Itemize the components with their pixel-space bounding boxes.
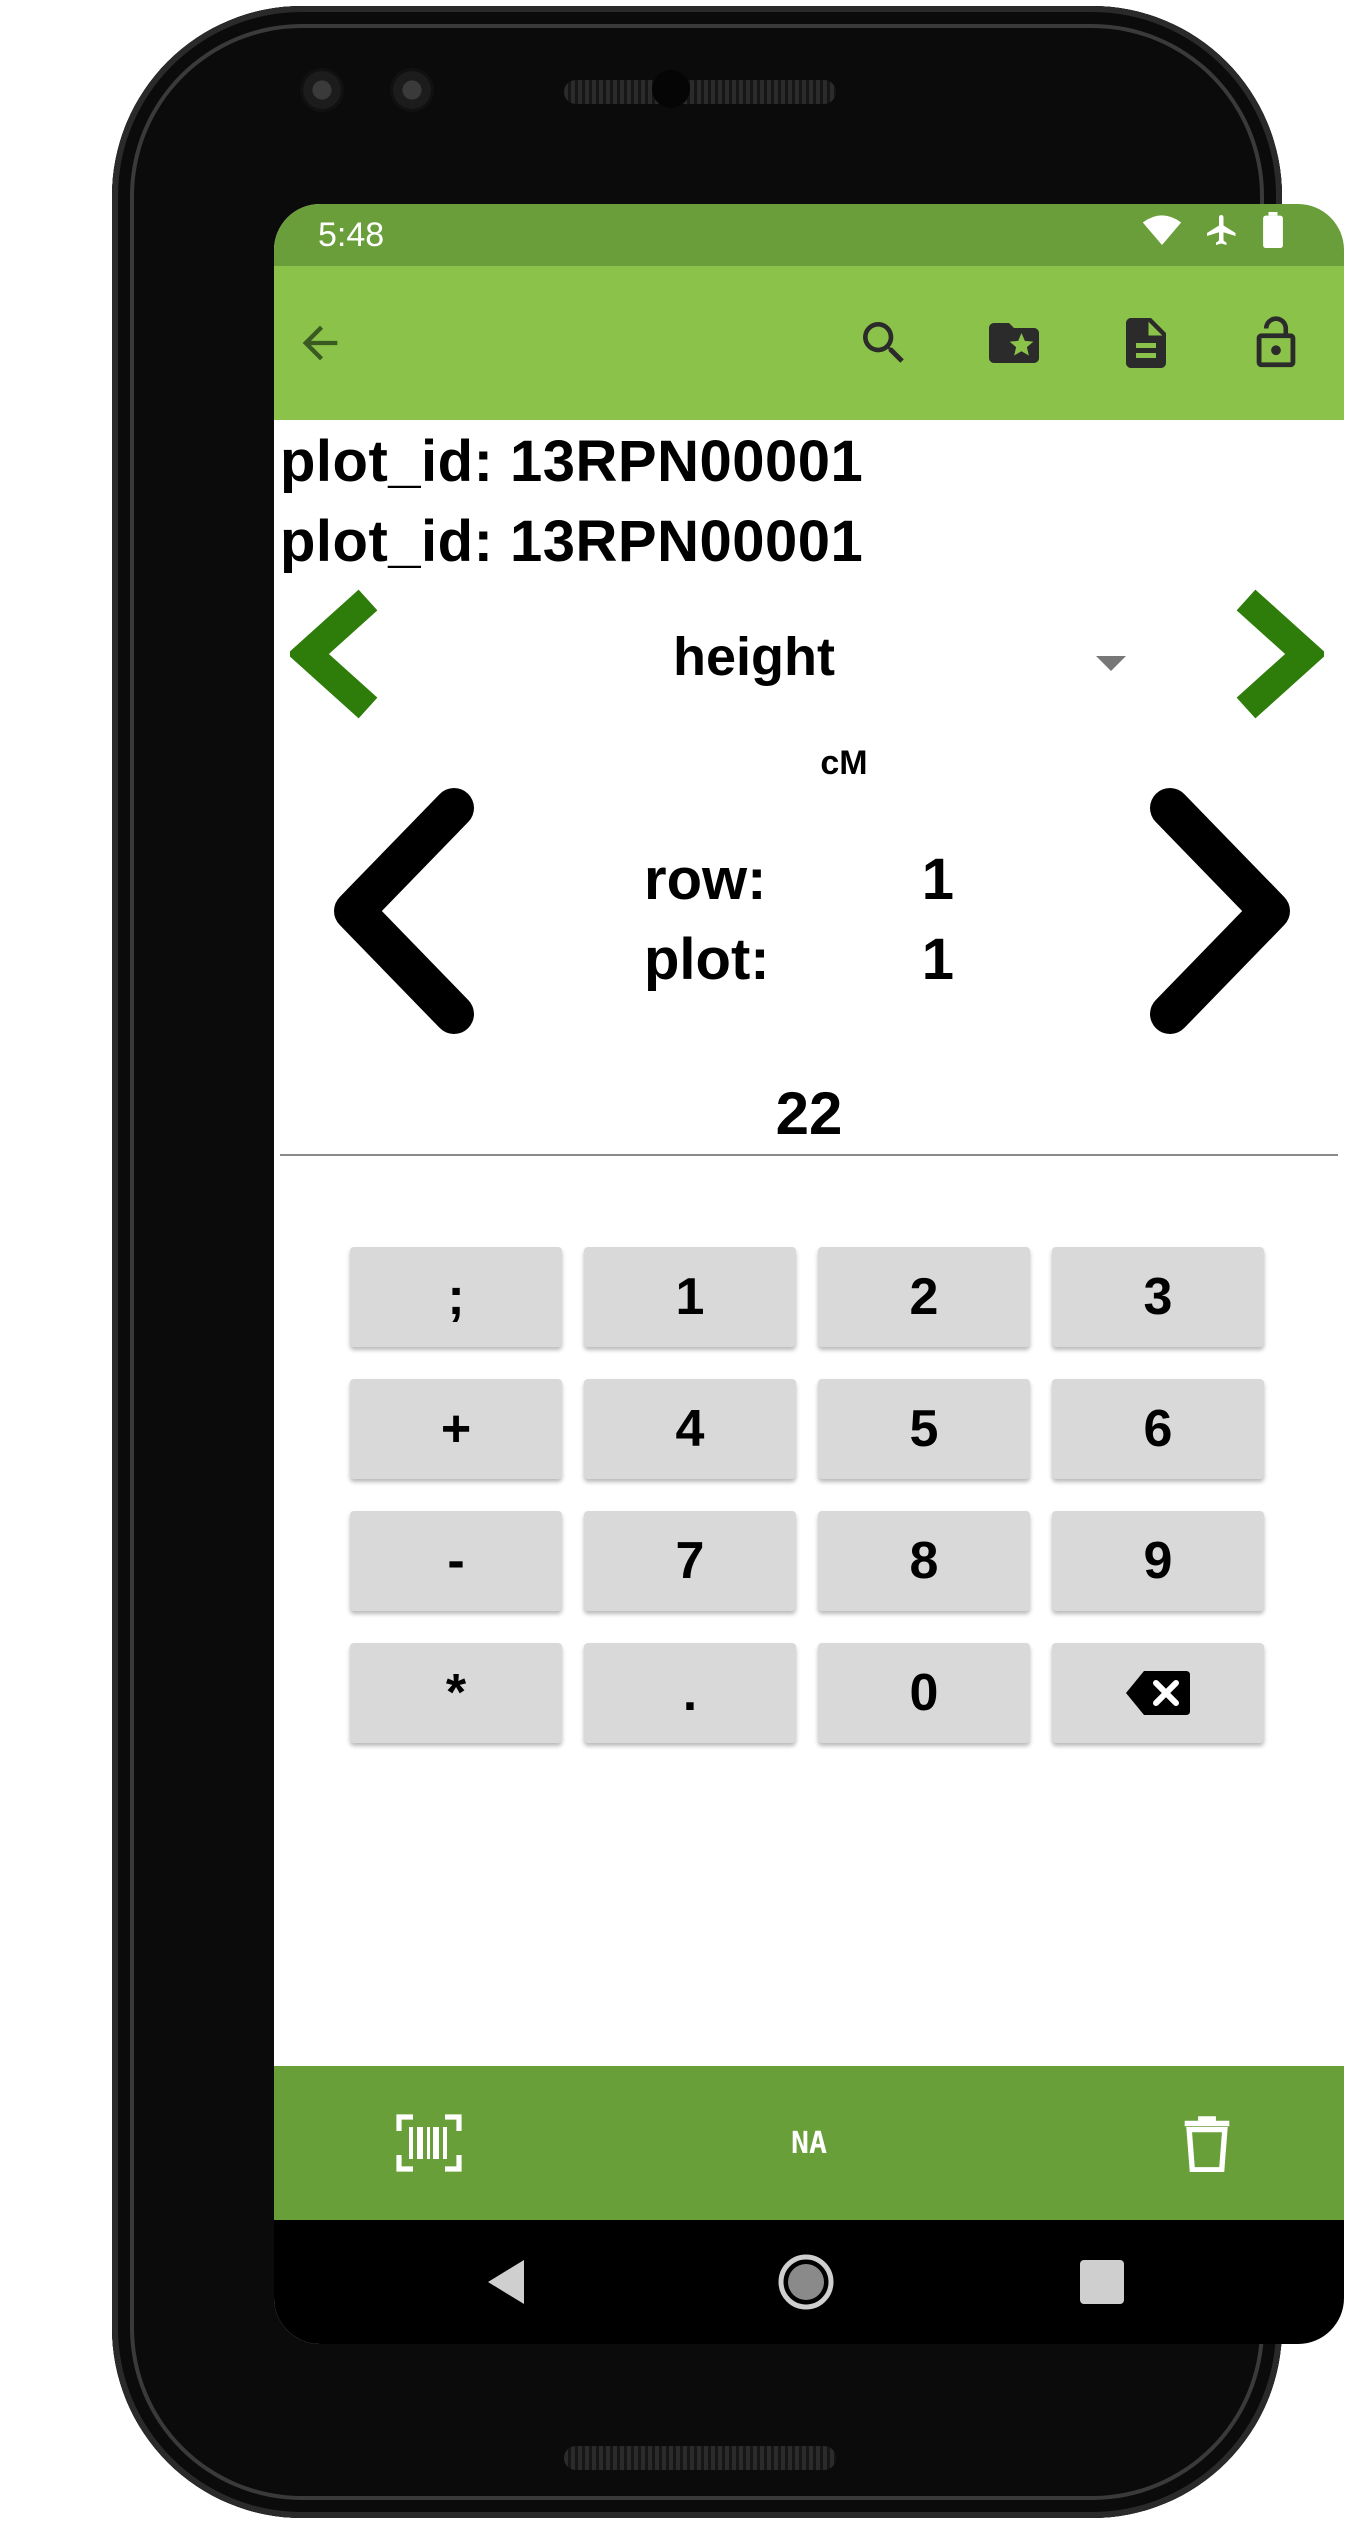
key-0[interactable]: 0 [818,1643,1030,1743]
barcode-scan-icon [396,2114,462,2172]
key-semicolon[interactable]: ; [350,1247,562,1347]
nav-back-icon [488,2260,524,2304]
top-speaker [564,80,836,104]
next-plot-button[interactable] [1140,786,1300,1036]
phone-frame: 5:48 plot_id: 13RPN0000 [112,6,1344,2518]
airplane-icon [1207,215,1236,245]
key-minus[interactable]: - [350,1511,562,1611]
nav-recents-icon [1080,2260,1124,2304]
front-camera-2 [390,68,434,112]
dropdown-arrow-icon [1096,656,1126,671]
plot-label: plot: [644,927,770,992]
summary-button[interactable] [1114,311,1178,375]
backspace-icon [1126,1671,1190,1715]
nav-recents-button[interactable] [1072,2252,1132,2312]
delete-button[interactable] [1172,2111,1242,2175]
plot-value: 1 [921,927,954,992]
app-screen: 5:48 plot_id: 13RPN0000 [274,204,1344,2344]
key-6[interactable]: 6 [1052,1379,1264,1479]
key-3[interactable]: 3 [1052,1247,1264,1347]
nav-back-button[interactable] [474,2250,538,2314]
document-icon [1126,318,1166,368]
wifi-icon [1142,215,1182,245]
value-input[interactable]: 22 [280,1074,1338,1156]
trait-right-arrow-icon [1236,589,1327,719]
key-4[interactable]: 4 [584,1379,796,1479]
key-1[interactable]: 1 [584,1247,796,1347]
nav-home-button[interactable] [774,2250,838,2314]
unlock-icon [1256,316,1296,368]
na-label: NA [790,2125,828,2161]
barcode-scan-button[interactable] [394,2111,464,2175]
previous-plot-button[interactable] [324,786,484,1036]
key-8[interactable]: 8 [818,1511,1030,1611]
search-button[interactable] [852,311,916,375]
bottom-action-bar: NA [274,2066,1344,2220]
key-9[interactable]: 9 [1052,1511,1264,1611]
app-toolbar [274,266,1344,420]
plot-right-arrow-icon [1150,788,1290,1034]
battery-icon [1263,212,1283,248]
favorite-folder-icon [989,323,1039,363]
next-trait-button[interactable] [1232,586,1327,722]
key-backspace[interactable] [1052,1643,1264,1743]
delete-icon [1184,2116,1230,2172]
key-asterisk[interactable]: * [350,1643,562,1743]
status-time: 5:48 [318,216,385,254]
key-plus[interactable]: + [350,1379,562,1479]
na-button[interactable]: NA [774,2111,844,2175]
back-button[interactable] [288,311,352,375]
plot-info-line-1: plot_id: 13RPN00001 [280,429,864,494]
key-5[interactable]: 5 [818,1379,1030,1479]
lock-button[interactable] [1244,311,1308,375]
proximity-sensor [652,70,690,108]
trait-left-arrow-icon [287,589,378,719]
nav-home-icon [778,2254,834,2310]
row-label: row: [644,847,767,912]
row-value: 1 [921,847,954,912]
status-bar: 5:48 [274,204,1344,266]
previous-trait-button[interactable] [287,586,382,722]
bottom-speaker [564,2446,836,2470]
back-arrow-icon [302,325,338,361]
system-navigation-bar [274,2220,1344,2344]
key-7[interactable]: 7 [584,1511,796,1611]
trait-unit: cM [820,744,868,782]
favorites-button[interactable] [982,311,1046,375]
trait-name: height [673,627,835,687]
search-icon [863,322,904,363]
key-decimal[interactable]: . [584,1643,796,1743]
plot-info-line-2: plot_id: 13RPN00001 [280,509,864,574]
front-camera [300,68,344,112]
plot-left-arrow-icon [334,788,474,1034]
key-2[interactable]: 2 [818,1247,1030,1347]
